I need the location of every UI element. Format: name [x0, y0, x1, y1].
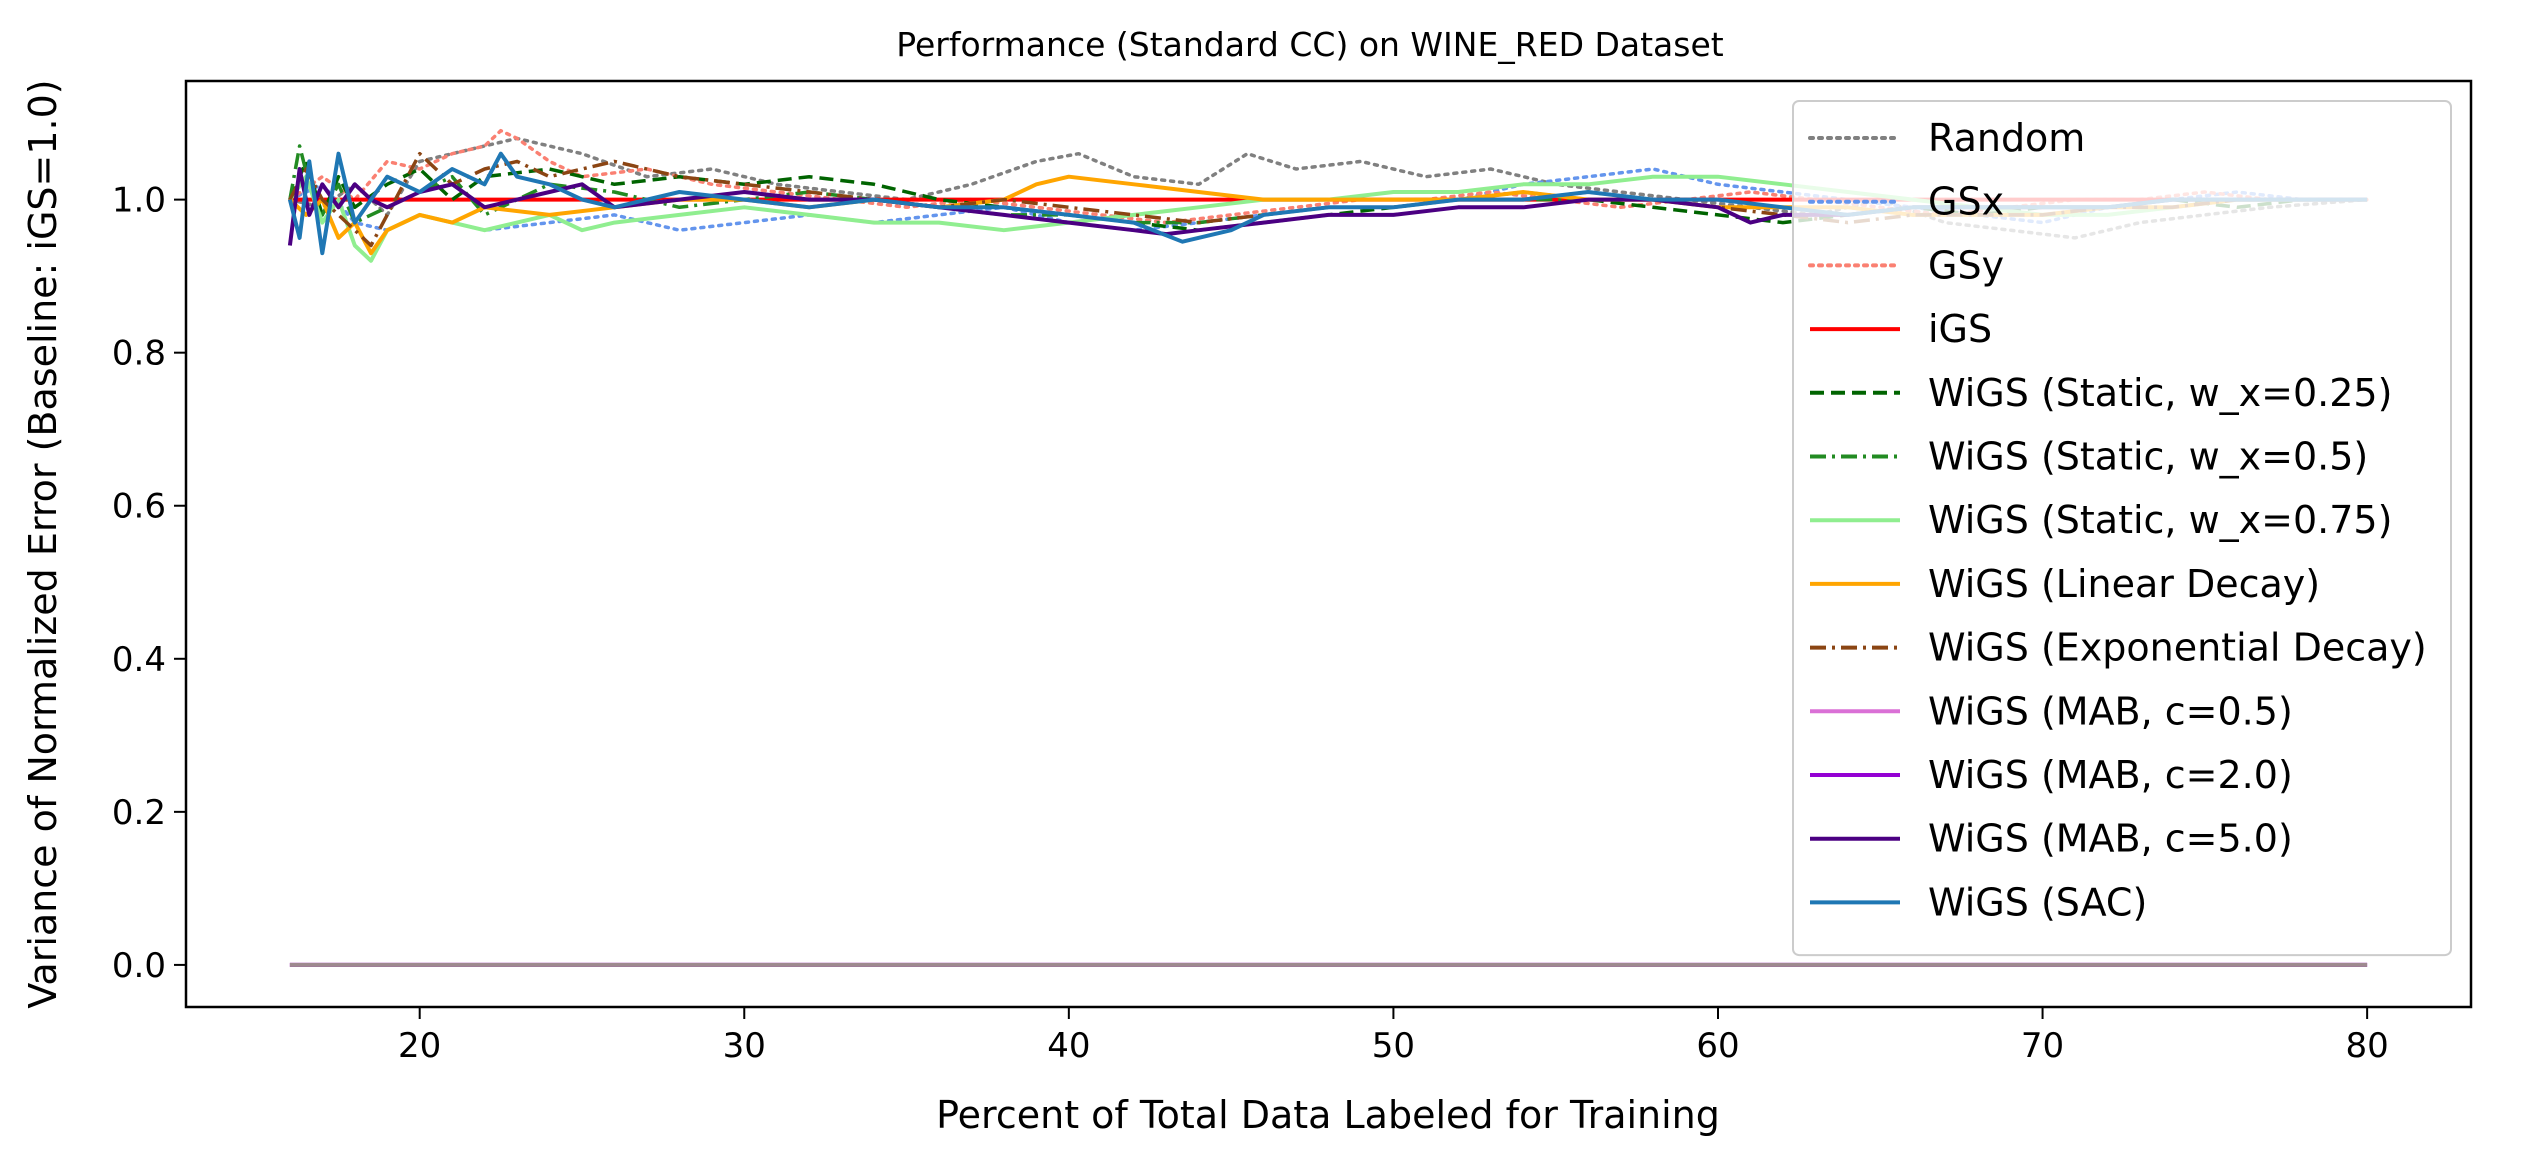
y-tick-label: 0.8: [112, 334, 166, 374]
legend-label-wigs-static-w-x-0-5: WiGS (Static, w_x=0.5): [1928, 435, 2368, 479]
y-tick-label: 0.2: [112, 793, 166, 833]
legend-box: [1792, 100, 2452, 957]
x-tick-label: 30: [723, 1026, 766, 1066]
x-tick-label: 80: [2346, 1026, 2389, 1066]
legend-label-wigs-static-w-x-0-25: WiGS (Static, w_x=0.25): [1928, 371, 2392, 415]
y-tick-label: 0.0: [112, 946, 166, 986]
legend-label-wigs-sac: WiGS (SAC): [1928, 880, 2147, 924]
x-axis-label: Percent of Total Data Labeled for Traini…: [936, 1093, 1720, 1137]
y-tick-label: 0.4: [112, 640, 166, 680]
legend-label-wigs-static-w-x-0-75: WiGS (Static, w_x=0.75): [1928, 498, 2392, 542]
legend-label-random: Random: [1928, 116, 2085, 160]
legend-label-wigs-mab-c-2-0: WiGS (MAB, c=2.0): [1928, 753, 2293, 797]
y-tick-label: 0.6: [112, 487, 166, 527]
chart-title: Performance (Standard CC) on WINE_RED Da…: [896, 25, 1724, 64]
legend-label-wigs-linear-decay: WiGS (Linear Decay): [1928, 562, 2320, 606]
legend-label-gsx: GSx: [1928, 180, 2004, 224]
x-tick-label: 20: [398, 1026, 441, 1066]
y-axis-ticks: 0.0 0.2 0.4 0.6 0.8 1.0: [112, 181, 186, 986]
plot-frame: [184, 79, 2473, 1009]
series-layer: [287, 128, 2369, 967]
x-tick-label: 40: [1047, 1026, 1090, 1066]
x-tick-label: 70: [2021, 1026, 2064, 1066]
legend-label-wigs-mab-c-0-5: WiGS (MAB, c=0.5): [1928, 689, 2293, 733]
legend: Random GSx GSy iGS WiGS (Static, w_x=0.25) Wi…: [1792, 100, 2452, 957]
legend-label-igs: iGS: [1928, 307, 1992, 351]
x-tick-label: 60: [1696, 1026, 1739, 1066]
y-axis-label: Variance of Normalized Error (Baseline: …: [21, 79, 65, 1008]
x-tick-label: 50: [1372, 1026, 1415, 1066]
y-tick-label: 1.0: [112, 181, 166, 221]
legend-label-wigs-exponential-decay: WiGS (Exponential Decay): [1928, 626, 2427, 670]
x-axis-ticks: 20 30 40 50 60 70 80: [398, 1007, 2389, 1066]
legend-label-wigs-mab-c-5-0: WiGS (MAB, c=5.0): [1928, 817, 2293, 861]
legend-label-gsy: GSy: [1928, 243, 2004, 287]
